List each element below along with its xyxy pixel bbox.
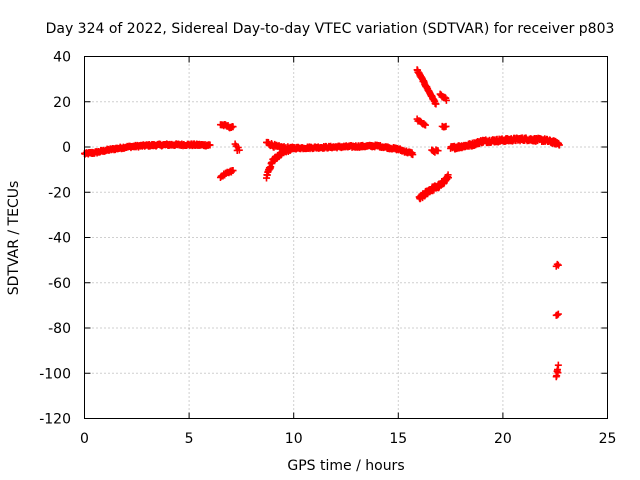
y-tick-label: -20 — [48, 185, 71, 201]
data-points — [81, 66, 563, 381]
data-point — [554, 261, 562, 269]
series-baseline-mid — [290, 141, 402, 154]
data-point — [555, 141, 563, 149]
data-point — [553, 260, 561, 268]
x-tick-label: 0 — [80, 431, 89, 447]
x-tick-label: 5 — [185, 431, 194, 447]
series-gap-16.7 — [428, 146, 442, 156]
series-steep-descent-b — [436, 90, 450, 104]
series-point-17.2 — [438, 122, 450, 131]
y-tick-label: 40 — [53, 50, 71, 66]
series-short-arc-16 — [413, 115, 429, 129]
y-tick-labels: -120 -100 -80 -60 -40 -20 0 20 40 — [39, 50, 71, 428]
data-point — [235, 146, 243, 154]
series-gap-7.2 — [231, 140, 243, 154]
data-point — [229, 167, 237, 175]
y-tick-label: 0 — [62, 140, 71, 156]
y-axis-label: SDTVAR / TECUs — [6, 181, 22, 296]
grid — [84, 56, 608, 419]
data-point — [445, 174, 453, 182]
series-steep-descent-a — [413, 66, 440, 108]
y-tick-label: -60 — [48, 276, 71, 292]
series-baseline-early — [81, 140, 214, 158]
x-tick-label: 10 — [285, 431, 303, 447]
data-point — [554, 369, 562, 377]
data-point — [553, 311, 561, 319]
x-tick-label: 25 — [599, 431, 617, 447]
y-tick-label: -120 — [39, 412, 71, 428]
series-arc-6.5-lower — [216, 166, 237, 181]
x-tick-label: 15 — [389, 431, 407, 447]
data-point — [554, 310, 562, 318]
x-tick-labels: 0 5 10 15 20 25 — [80, 431, 616, 447]
series-outlier-22.6-c — [552, 361, 562, 381]
series-baseline-late — [447, 134, 563, 153]
series-ramp-15.5 — [394, 145, 417, 159]
chart-title: Day 324 of 2022, Sidereal Day-to-day VTE… — [46, 21, 615, 37]
data-point — [442, 122, 450, 130]
data-point — [409, 151, 417, 159]
y-tick-label: -80 — [48, 321, 71, 337]
series-outlier-22.6-b — [552, 310, 562, 319]
data-point — [206, 141, 214, 149]
x-tick-label: 20 — [494, 431, 512, 447]
data-point — [229, 123, 237, 131]
y-tick-label: 20 — [53, 95, 71, 111]
data-point — [442, 96, 450, 104]
series-low-arc-16 — [415, 171, 453, 203]
series-arc-6.5-upper — [216, 121, 237, 132]
y-tick-label: -40 — [48, 231, 71, 247]
data-point — [554, 361, 562, 369]
y-tick-label: -100 — [39, 366, 71, 382]
data-point — [434, 147, 442, 155]
data-point — [432, 100, 440, 108]
axis-ticks — [84, 56, 608, 419]
x-axis-label: GPS time / hours — [287, 458, 404, 474]
series-outlier-22.6-a — [552, 260, 562, 270]
data-point — [421, 121, 429, 129]
